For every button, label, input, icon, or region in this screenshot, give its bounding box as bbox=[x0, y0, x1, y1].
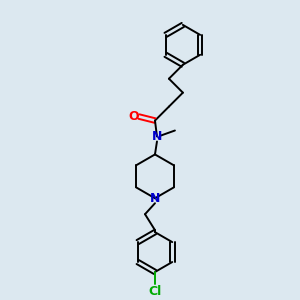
Text: Cl: Cl bbox=[148, 285, 162, 298]
Text: N: N bbox=[150, 192, 160, 205]
Text: N: N bbox=[152, 130, 162, 143]
Text: O: O bbox=[129, 110, 140, 123]
